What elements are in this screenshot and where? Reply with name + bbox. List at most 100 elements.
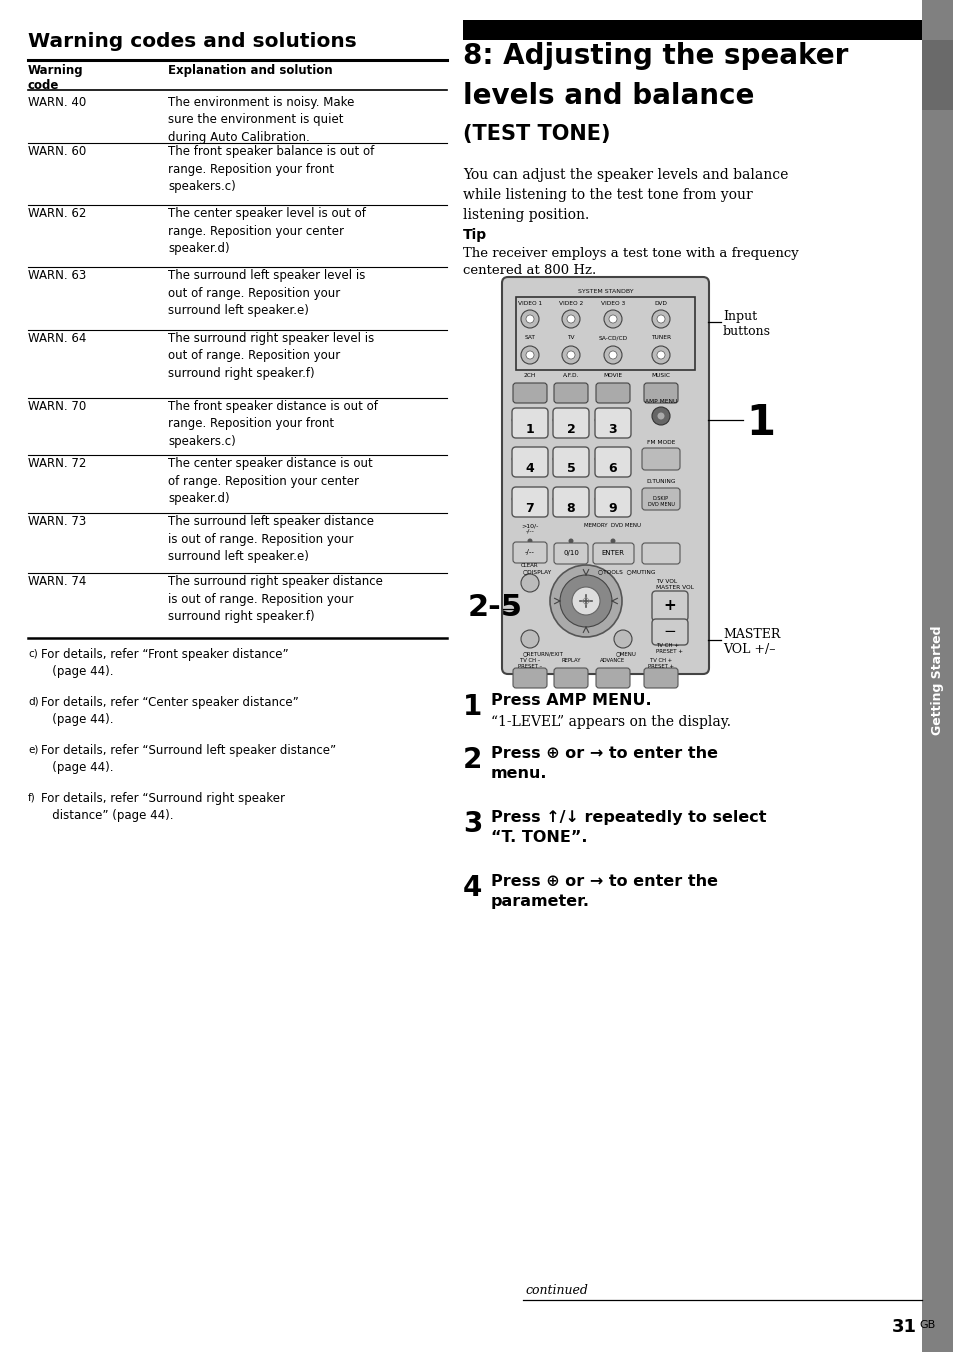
- Text: 8: Adjusting the speaker: 8: Adjusting the speaker: [462, 42, 847, 70]
- Text: The center speaker distance is out
of range. Reposition your center
speaker.d): The center speaker distance is out of ra…: [168, 457, 373, 506]
- Text: ○RETURN/EXIT: ○RETURN/EXIT: [522, 652, 563, 656]
- Circle shape: [651, 346, 669, 364]
- Text: −: −: [663, 625, 676, 639]
- Text: The front speaker balance is out of
range. Reposition your front
speakers.c): The front speaker balance is out of rang…: [168, 145, 374, 193]
- Text: REPLAY: REPLAY: [560, 658, 580, 662]
- Text: TV VOL
MASTER VOL: TV VOL MASTER VOL: [656, 579, 693, 589]
- Circle shape: [657, 315, 664, 323]
- Text: For details, refer “Center speaker distance”
   (page 44).: For details, refer “Center speaker dista…: [41, 696, 298, 726]
- Circle shape: [525, 352, 534, 360]
- Circle shape: [550, 565, 621, 637]
- Text: The receiver employs a test tone with a frequency
centered at 800 Hz.: The receiver employs a test tone with a …: [462, 247, 798, 277]
- Text: -/--: -/--: [524, 549, 535, 556]
- FancyBboxPatch shape: [513, 383, 546, 403]
- Text: TV CH –
PRESET –: TV CH – PRESET –: [517, 658, 541, 669]
- Text: d): d): [28, 696, 38, 706]
- Text: TV CH +
PRESET +: TV CH + PRESET +: [656, 644, 682, 654]
- Text: You can adjust the speaker levels and balance
while listening to the test tone f: You can adjust the speaker levels and ba…: [462, 168, 787, 222]
- FancyBboxPatch shape: [501, 277, 708, 675]
- Text: 4: 4: [462, 873, 482, 902]
- Text: Getting Started: Getting Started: [930, 625, 943, 734]
- Text: Press ↑/↓ repeatedly to select
“T. TONE”.: Press ↑/↓ repeatedly to select “T. TONE”…: [491, 810, 765, 845]
- Text: WARN. 73: WARN. 73: [28, 515, 86, 529]
- Text: Warning codes and solutions: Warning codes and solutions: [28, 32, 356, 51]
- Text: 1: 1: [525, 423, 534, 435]
- Text: 1: 1: [745, 402, 774, 443]
- Text: WARN. 60: WARN. 60: [28, 145, 86, 158]
- Text: c): c): [28, 648, 38, 658]
- Text: 8: 8: [566, 502, 575, 515]
- Text: The environment is noisy. Make
sure the environment is quiet
during Auto Calibra: The environment is noisy. Make sure the …: [168, 96, 354, 145]
- Text: The front speaker distance is out of
range. Reposition your front
speakers.c): The front speaker distance is out of ran…: [168, 400, 377, 448]
- Text: Press AMP MENU.: Press AMP MENU.: [491, 694, 651, 708]
- Text: levels and balance: levels and balance: [462, 82, 754, 110]
- Circle shape: [594, 457, 598, 461]
- FancyBboxPatch shape: [593, 544, 634, 564]
- Text: “1-LEVEL” appears on the display.: “1-LEVEL” appears on the display.: [491, 715, 730, 729]
- Text: e): e): [28, 744, 38, 754]
- Circle shape: [525, 315, 534, 323]
- FancyBboxPatch shape: [651, 591, 687, 621]
- Text: FM MODE: FM MODE: [646, 439, 675, 445]
- Bar: [921, 41, 953, 110]
- Text: D.TUNING: D.TUNING: [645, 479, 675, 484]
- Circle shape: [559, 575, 612, 627]
- Circle shape: [520, 575, 538, 592]
- Text: 3: 3: [462, 810, 482, 838]
- Text: >10/-
-/--: >10/- -/--: [520, 523, 538, 534]
- Text: SA-CD/CD: SA-CD/CD: [598, 335, 627, 339]
- Text: 2CH: 2CH: [523, 373, 536, 379]
- Text: (TEST TONE): (TEST TONE): [462, 124, 610, 145]
- Text: DVD: DVD: [654, 301, 667, 306]
- FancyBboxPatch shape: [643, 668, 678, 688]
- Text: +: +: [663, 599, 676, 614]
- Circle shape: [651, 407, 669, 425]
- Text: GB: GB: [918, 1320, 934, 1330]
- Circle shape: [520, 310, 538, 329]
- Circle shape: [561, 310, 579, 329]
- Text: VIDEO 1: VIDEO 1: [517, 301, 541, 306]
- FancyBboxPatch shape: [554, 668, 587, 688]
- FancyBboxPatch shape: [596, 383, 629, 403]
- Text: Press ⊕ or → to enter the
parameter.: Press ⊕ or → to enter the parameter.: [491, 873, 718, 909]
- FancyBboxPatch shape: [553, 448, 588, 477]
- Circle shape: [603, 346, 621, 364]
- Circle shape: [511, 496, 516, 502]
- Text: The surround right speaker level is
out of range. Reposition your
surround right: The surround right speaker level is out …: [168, 333, 374, 380]
- Text: A.F.D.: A.F.D.: [562, 373, 578, 379]
- Text: MUSIC: MUSIC: [651, 373, 670, 379]
- FancyBboxPatch shape: [641, 488, 679, 510]
- Text: Warning
code: Warning code: [28, 64, 84, 92]
- Text: ENTER: ENTER: [601, 550, 624, 556]
- Text: WARN. 40: WARN. 40: [28, 96, 86, 110]
- FancyBboxPatch shape: [595, 408, 630, 438]
- FancyBboxPatch shape: [554, 383, 587, 403]
- Bar: [462, 20, 921, 41]
- FancyBboxPatch shape: [554, 544, 587, 564]
- Text: ○MENU: ○MENU: [616, 652, 637, 656]
- Text: 3: 3: [608, 423, 617, 435]
- Circle shape: [657, 352, 664, 360]
- Text: ○TOOLS  ○MUTING: ○TOOLS ○MUTING: [598, 569, 655, 575]
- Text: 2-5: 2-5: [468, 594, 522, 622]
- Text: VIDEO 3: VIDEO 3: [600, 301, 624, 306]
- Circle shape: [552, 496, 557, 502]
- Circle shape: [566, 352, 575, 360]
- Text: f): f): [28, 792, 35, 802]
- Circle shape: [520, 630, 538, 648]
- Text: SAT: SAT: [524, 335, 535, 339]
- Text: 6: 6: [608, 462, 617, 475]
- Text: continued: continued: [524, 1284, 587, 1297]
- Circle shape: [552, 457, 557, 461]
- Bar: [516, 297, 695, 370]
- Text: Press ⊕ or → to enter the
menu.: Press ⊕ or → to enter the menu.: [491, 746, 718, 781]
- Circle shape: [520, 346, 538, 364]
- Bar: [921, 0, 953, 1352]
- Circle shape: [651, 310, 669, 329]
- Circle shape: [603, 310, 621, 329]
- Text: WARN. 72: WARN. 72: [28, 457, 87, 470]
- Text: MEMORY  DVD MENU: MEMORY DVD MENU: [584, 523, 640, 529]
- Text: The surround right speaker distance
is out of range. Reposition your
surround ri: The surround right speaker distance is o…: [168, 575, 382, 623]
- Text: For details, refer “Surround right speaker
   distance” (page 44).: For details, refer “Surround right speak…: [41, 792, 285, 822]
- FancyBboxPatch shape: [641, 448, 679, 470]
